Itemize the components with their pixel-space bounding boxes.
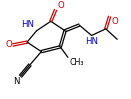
Text: CH₃: CH₃: [70, 58, 84, 67]
Text: N: N: [13, 77, 20, 86]
Text: O: O: [111, 18, 118, 26]
Text: HN: HN: [85, 37, 98, 46]
Text: O: O: [57, 1, 64, 10]
Text: O: O: [5, 40, 12, 49]
Text: HN: HN: [21, 20, 34, 29]
